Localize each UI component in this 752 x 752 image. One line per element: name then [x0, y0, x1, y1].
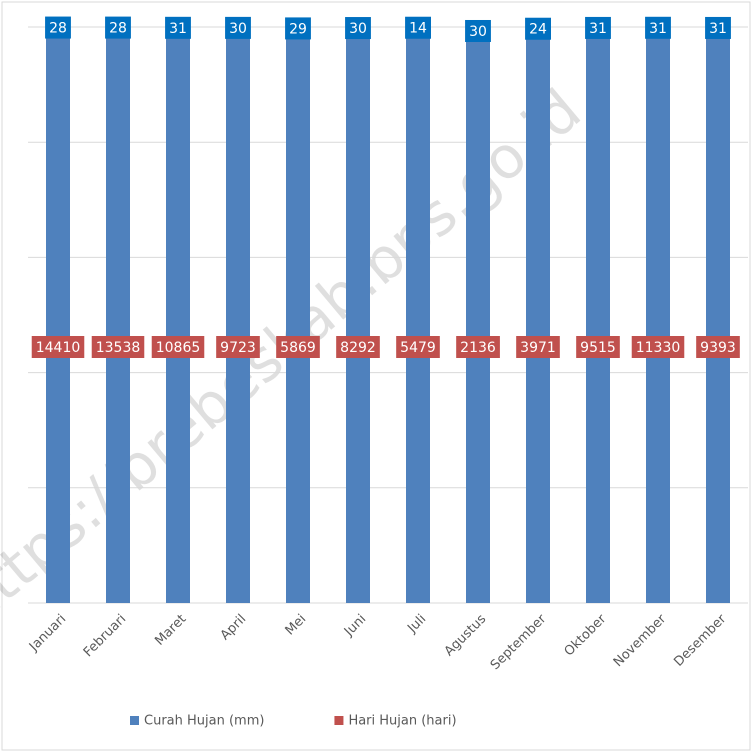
- data-label: 31: [645, 16, 671, 39]
- data-label: 5479: [396, 336, 440, 358]
- data-label-text: 31: [649, 21, 667, 37]
- data-label-box: [585, 16, 611, 39]
- data-label-text: 5479: [400, 340, 436, 356]
- data-label: 28: [105, 16, 131, 39]
- legend-label: Curah Hujan (mm): [144, 714, 264, 729]
- data-label: 8292: [336, 336, 380, 358]
- data-label-text: 30: [469, 24, 487, 40]
- data-label-box: [631, 336, 685, 358]
- data-label: 9393: [696, 336, 740, 358]
- legend-swatch: [334, 716, 344, 725]
- data-label-text: 30: [229, 21, 247, 37]
- bar-segment: [286, 29, 310, 603]
- data-label-text: 3971: [520, 340, 556, 356]
- legend-label: Hari Hujan (hari): [348, 714, 456, 729]
- data-label-box: [705, 16, 731, 39]
- data-label: 9515: [576, 336, 620, 358]
- data-label-text: 31: [169, 21, 187, 37]
- bar-segment: [706, 28, 730, 604]
- data-label: 31: [705, 16, 731, 39]
- data-label-box: [285, 17, 311, 40]
- data-label-text: 30: [349, 21, 367, 37]
- data-label-text: 24: [529, 22, 547, 38]
- data-label: 30: [345, 17, 371, 40]
- bar-segment: [586, 28, 610, 603]
- data-label-text: 5869: [280, 340, 316, 356]
- legend-swatch: [130, 716, 139, 725]
- data-label-text: 14410: [36, 340, 81, 356]
- data-label: 29: [285, 17, 311, 40]
- data-label: 10865: [151, 336, 205, 358]
- data-label: 30: [225, 16, 251, 39]
- data-label-text: 9723: [220, 340, 256, 356]
- data-label-box: [345, 17, 371, 40]
- data-label-box: [336, 336, 380, 358]
- data-label-box: [216, 336, 260, 358]
- bar-segment: [106, 28, 130, 604]
- data-label-box: [165, 16, 191, 39]
- data-label: 28: [45, 16, 71, 39]
- data-label-box: [645, 16, 671, 39]
- data-label-text: 2136: [460, 340, 496, 356]
- data-label-text: 29: [289, 21, 307, 37]
- data-label-text: 9515: [580, 340, 616, 356]
- bar-segment: [406, 28, 430, 603]
- data-label-text: 28: [49, 21, 67, 37]
- data-label: 11330: [631, 336, 685, 358]
- data-label-box: [151, 336, 205, 358]
- data-label: 3971: [516, 336, 560, 358]
- data-label-box: [516, 336, 560, 358]
- data-label: 13538: [91, 336, 145, 358]
- data-label: 24: [525, 17, 551, 40]
- bar-segment: [466, 34, 490, 603]
- data-label-text: 28: [109, 21, 127, 37]
- data-label: 31: [165, 16, 191, 39]
- data-label-text: 13538: [96, 340, 141, 356]
- data-label: 14: [405, 16, 431, 39]
- data-label-text: 31: [709, 21, 727, 37]
- data-label: 30: [465, 19, 491, 42]
- data-label-box: [31, 336, 85, 358]
- data-label-box: [525, 17, 551, 40]
- data-label-box: [45, 16, 71, 39]
- data-label-box: [276, 336, 320, 358]
- bar-segment: [346, 29, 370, 604]
- data-label-text: 8292: [340, 340, 376, 356]
- data-label-box: [405, 16, 431, 39]
- data-label-box: [456, 336, 500, 358]
- data-label-box: [91, 336, 145, 358]
- bar-segment: [226, 28, 250, 603]
- data-label: 9723: [216, 336, 260, 358]
- bar-segment: [646, 28, 670, 603]
- data-label-box: [576, 336, 620, 358]
- data-label: 2136: [456, 336, 500, 358]
- data-label-box: [225, 16, 251, 39]
- data-label-box: [396, 336, 440, 358]
- data-label: 5869: [276, 336, 320, 358]
- bar-segment: [166, 28, 190, 603]
- data-label-text: 14: [409, 21, 427, 37]
- bar-segment: [526, 30, 550, 603]
- data-label-text: 10865: [156, 340, 201, 356]
- data-label: 14410: [31, 336, 85, 358]
- bar-segment: [46, 28, 70, 603]
- data-label-box: [105, 16, 131, 39]
- data-label-box: [465, 19, 491, 42]
- data-label-text: 9393: [700, 340, 736, 356]
- data-label: 31: [585, 16, 611, 39]
- data-label-text: 31: [589, 21, 607, 37]
- data-label-text: 11330: [636, 340, 681, 356]
- data-label-box: [696, 336, 740, 358]
